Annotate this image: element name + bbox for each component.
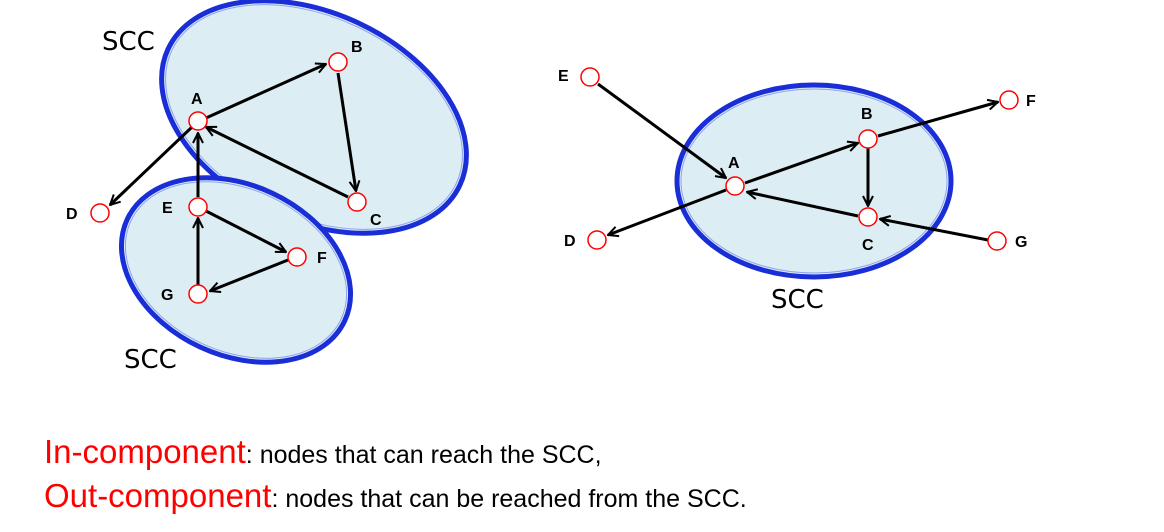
right-edge-a-b xyxy=(744,143,858,185)
right-node-a-label: A xyxy=(728,155,740,172)
left-edge-b-c xyxy=(336,72,356,191)
out-component-caption: Out-component: nodes that can be reached… xyxy=(44,477,747,515)
left-node-b xyxy=(328,52,348,72)
left-graph: A B C D E F G SCC SCC xyxy=(66,0,469,375)
left-edge-a-b xyxy=(205,64,326,120)
out-component-term: Out-component xyxy=(44,477,272,514)
right-node-c xyxy=(858,207,878,227)
left-node-b-label: B xyxy=(351,39,363,56)
right-node-f xyxy=(999,90,1019,110)
left-node-f-label: F xyxy=(317,250,327,267)
left-node-g-label: G xyxy=(161,287,173,304)
right-edge-b-f xyxy=(877,102,998,138)
left-scc-top-label: SCC xyxy=(102,27,155,57)
left-node-e-label: E xyxy=(162,200,173,217)
left-node-e xyxy=(188,197,208,217)
left-scc-bottom-label: SCC xyxy=(124,345,177,375)
right-node-d-label: D xyxy=(564,233,576,250)
in-component-desc: : nodes that can reach the SCC, xyxy=(245,441,602,469)
left-node-a xyxy=(188,111,208,131)
out-component-desc: : nodes that can be reached from the SCC… xyxy=(271,485,747,513)
in-component-caption: In-component: nodes that can reach the S… xyxy=(44,433,602,471)
left-node-c-label: C xyxy=(370,212,382,229)
left-node-f xyxy=(287,247,307,267)
right-edge-a-d xyxy=(608,188,727,235)
left-node-a-label: A xyxy=(191,91,203,108)
left-edge-e-f xyxy=(205,209,286,254)
right-edge-e-a xyxy=(597,82,726,178)
right-edge-g-c xyxy=(880,219,989,242)
right-scc-label: SCC xyxy=(771,285,824,315)
right-node-g xyxy=(987,231,1007,251)
right-node-d xyxy=(587,230,607,250)
left-node-g xyxy=(188,284,208,304)
scc-diagram: A B C D E F G SCC SCC xyxy=(66,0,1036,375)
right-node-a xyxy=(725,176,745,196)
left-node-c xyxy=(347,192,367,212)
left-scc-bottom-region xyxy=(118,175,354,365)
right-graph: A B C D E F G SCC xyxy=(558,67,1036,315)
left-edge-a-d xyxy=(110,125,194,205)
left-edge-f-g xyxy=(210,258,289,291)
left-node-d-label: D xyxy=(66,206,78,223)
right-node-g-label: G xyxy=(1015,234,1027,251)
right-node-b xyxy=(858,129,878,149)
right-edge-c-a xyxy=(747,192,859,218)
right-node-e xyxy=(580,67,600,87)
left-scc-top-region xyxy=(159,0,469,236)
right-scc-region xyxy=(674,82,954,280)
right-node-e-label: E xyxy=(558,68,569,85)
in-component-term: In-component xyxy=(44,433,246,470)
right-node-f-label: F xyxy=(1026,93,1036,110)
left-node-d xyxy=(90,203,110,223)
right-node-b-label: B xyxy=(861,106,873,123)
right-node-c-label: C xyxy=(862,237,874,254)
left-edge-c-a xyxy=(206,125,349,199)
